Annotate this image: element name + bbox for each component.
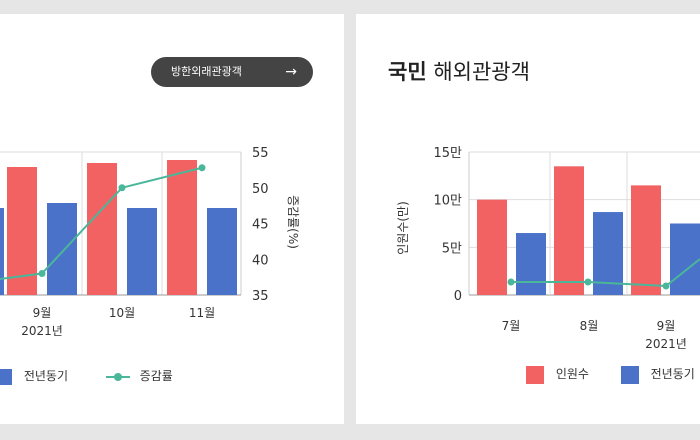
legend-swatch-change-rate xyxy=(105,372,130,382)
legend-label-change-rate: 증감률 xyxy=(139,369,173,383)
x-tick-label: 11월 xyxy=(189,306,215,320)
y2-tick-label: 35 xyxy=(252,289,269,304)
bar-count-9월 xyxy=(631,185,661,295)
legend-swatch-prev-year-right xyxy=(620,365,639,384)
inbound-tourists-button-label: 방한외래관광객 xyxy=(171,65,242,78)
y2-tick-label: 45 xyxy=(252,218,269,233)
x-tick-label: 7월 xyxy=(502,319,521,333)
title-rest: 해외관광객 xyxy=(433,60,530,84)
y-tick-label: 15만 xyxy=(433,146,462,161)
x-tick-label: 8월 xyxy=(580,319,599,333)
rate-point-partial xyxy=(584,278,592,286)
left-legend: 전년동기 증감률 xyxy=(0,367,173,385)
bar-count-10 xyxy=(87,163,117,295)
bar-prev-9월 xyxy=(670,223,700,295)
x-year-label: 2021년 xyxy=(645,337,687,351)
legend-swatch-count xyxy=(526,365,544,384)
bar-prev-7월 xyxy=(516,233,546,295)
arrow-right-icon: → xyxy=(285,64,297,80)
rate-point-partial xyxy=(507,278,515,286)
y2-axis-label: 증감률(%) xyxy=(286,195,300,249)
bar-count-8월 xyxy=(554,166,584,295)
y-tick-label: 0 xyxy=(454,289,462,304)
x-year-label: 2021년 xyxy=(21,324,63,338)
y-tick-label: 10만 xyxy=(433,194,462,209)
bar-count-11 xyxy=(167,160,197,295)
right-legend: 인원수 전년동기 xyxy=(526,365,695,384)
x-tick-label: 9월 xyxy=(657,319,676,333)
bar-count-7월 xyxy=(477,199,507,295)
bar-prev-10 xyxy=(127,208,157,295)
inbound-tourists-button[interactable]: 방한외래관광객 → xyxy=(151,57,313,87)
x-tick-label: 9월 xyxy=(33,306,52,320)
left-panel: 방한외래관광객 → 35 40 45 50 55 증감률(%) 9월 10월 11월 2021년 … xyxy=(0,14,344,424)
y2-tick-label: 50 xyxy=(252,182,269,197)
y-tick-label: 5만 xyxy=(442,241,462,256)
bar-prev-8월 xyxy=(593,212,623,295)
rate-point-partial xyxy=(662,282,670,290)
y2-tick-label: 55 xyxy=(252,146,269,161)
legend-label-prev-year: 전년동기 xyxy=(23,369,68,383)
bar-prev-8-partial xyxy=(0,208,4,295)
inbound-chart: 35 40 45 50 55 증감률(%) 9월 10월 11월 2021년 xyxy=(0,146,300,338)
title-bold: 국민 xyxy=(388,60,427,84)
x-tick-label: 10월 xyxy=(109,306,135,320)
bar-count-9 xyxy=(7,167,37,295)
bar-prev-11 xyxy=(207,208,237,295)
change-rate-point xyxy=(38,270,46,278)
legend-label-prev-year-right: 전년동기 xyxy=(650,367,695,381)
change-rate-point xyxy=(118,184,126,192)
change-rate-point xyxy=(198,164,206,172)
outbound-title: 국민 해외관광객 xyxy=(388,56,530,86)
y-axis-label: 인원수(만) xyxy=(396,201,410,255)
y2-tick-label: 40 xyxy=(252,253,269,268)
legend-swatch-prev-year xyxy=(0,368,12,385)
rate-line-partial xyxy=(511,258,700,288)
change-rate-line xyxy=(0,166,203,280)
legend-label-count: 인원수 xyxy=(555,367,589,381)
bar-prev-9 xyxy=(47,203,77,295)
